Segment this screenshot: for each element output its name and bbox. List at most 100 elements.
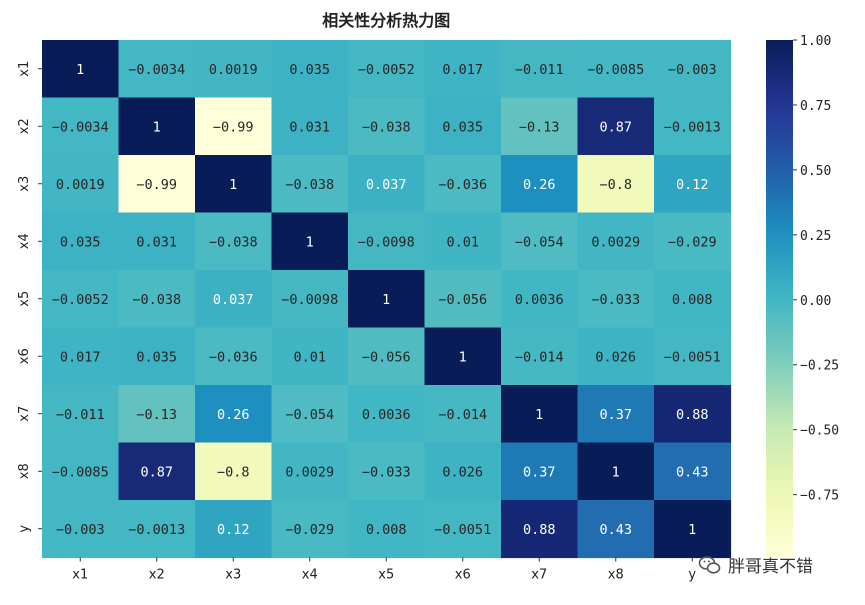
heatmap-cell — [271, 500, 349, 559]
heatmap-cell — [501, 270, 579, 329]
heatmap-cell — [577, 212, 655, 271]
heatmap-cell — [271, 155, 349, 214]
heatmap-cell — [118, 270, 196, 329]
heatmap-cell — [195, 212, 273, 271]
cell-value-label: −0.0098 — [281, 292, 338, 308]
cell-value-label: −0.003 — [56, 522, 105, 538]
heatmap-cell — [348, 155, 426, 214]
heatmap-cell — [577, 442, 655, 501]
colorbar — [766, 40, 793, 557]
cell-value-label: 0.88 — [523, 522, 556, 538]
cell-value-label: −0.029 — [285, 522, 334, 538]
heatmap-cell — [195, 155, 273, 214]
heatmap-cell — [118, 212, 196, 271]
cell-value-label: 0.037 — [366, 177, 407, 193]
cell-value-label: 1 — [535, 407, 543, 423]
cell-value-label: −0.99 — [213, 119, 254, 135]
colorbar-tick-label: 0.25 — [800, 229, 831, 244]
heatmap-cell — [501, 212, 579, 271]
heatmap-cell — [501, 385, 579, 444]
cell-value-label: 0.031 — [289, 119, 330, 135]
cell-value-label: −0.014 — [515, 349, 564, 365]
cell-value-label: −0.8 — [599, 177, 632, 193]
heatmap-cell — [42, 212, 120, 271]
heatmap-cell — [348, 500, 426, 559]
cell-value-label: 1 — [153, 119, 161, 135]
cell-value-label: 0.0029 — [591, 234, 640, 250]
cell-value-label: −0.0051 — [434, 522, 491, 538]
heatmap-cell — [424, 155, 502, 214]
cell-value-label: 0.88 — [676, 407, 709, 423]
cell-value-label: 1 — [688, 522, 696, 538]
wechat-icon — [698, 555, 721, 574]
heatmap-cell — [271, 442, 349, 501]
heatmap-cell — [654, 442, 732, 501]
watermark-text: 胖哥真不错 — [728, 557, 813, 577]
heatmap-cell — [348, 97, 426, 156]
heatmap-cell — [42, 442, 120, 501]
cell-value-label: −0.054 — [285, 407, 334, 423]
cell-value-label: 0.017 — [442, 62, 483, 78]
x-tick-label: x7 — [531, 568, 547, 583]
colorbar-tick-label: 0.50 — [800, 164, 831, 179]
cell-value-label: −0.0098 — [358, 234, 415, 250]
cell-value-label: −0.038 — [209, 234, 258, 250]
colorbar-tick-label: −0.50 — [800, 424, 839, 439]
cell-value-label: 0.37 — [599, 407, 632, 423]
heatmap-cell — [271, 327, 349, 386]
heatmap-cell — [654, 97, 732, 156]
cell-value-label: −0.036 — [438, 177, 487, 193]
x-tick-label: x3 — [225, 568, 241, 583]
heatmap-cell — [577, 155, 655, 214]
heatmap-cell — [118, 97, 196, 156]
cell-value-label: −0.014 — [438, 407, 487, 423]
colorbar-tick-label: −0.75 — [800, 489, 839, 504]
cell-value-label: −0.003 — [668, 62, 717, 78]
colorbar-tick-label: 0.75 — [800, 99, 831, 114]
x-tick-label: x8 — [608, 568, 624, 583]
cell-value-label: 1 — [382, 292, 390, 308]
x-tick-label: x2 — [149, 568, 165, 583]
cell-value-label: 0.008 — [366, 522, 407, 538]
heatmap-cell — [195, 442, 273, 501]
heatmap-cell — [195, 40, 273, 99]
heatmap-cell — [42, 500, 120, 559]
heatmap-cell — [348, 442, 426, 501]
y-tick-label: x5 — [17, 291, 32, 307]
heatmap-cell — [654, 40, 732, 99]
y-tick-label: x4 — [17, 233, 32, 249]
cell-value-label: −0.0085 — [587, 62, 644, 78]
heatmap-cell — [118, 385, 196, 444]
heatmap-cell — [348, 212, 426, 271]
heatmap-cell — [501, 327, 579, 386]
heatmap-cell — [577, 385, 655, 444]
heatmap-cell — [424, 385, 502, 444]
y-tick-label: x2 — [17, 118, 32, 134]
heatmap-cell — [501, 500, 579, 559]
heatmap-cell — [654, 155, 732, 214]
heatmap-cell — [501, 155, 579, 214]
heatmap-cell — [501, 442, 579, 501]
x-tick-label: x4 — [302, 568, 318, 583]
cell-value-label: −0.0051 — [664, 349, 721, 365]
heatmap-cell — [424, 40, 502, 99]
cell-value-label: 0.26 — [523, 177, 556, 193]
cell-value-label: −0.056 — [362, 349, 411, 365]
heatmap-cell — [424, 97, 502, 156]
cell-value-label: 1 — [229, 177, 237, 193]
cell-value-label: 0.026 — [595, 349, 636, 365]
cell-value-label: 0.017 — [60, 349, 101, 365]
cell-value-label: 0.0019 — [56, 177, 105, 193]
cell-value-label: 0.43 — [676, 464, 709, 480]
colorbar-tick-label: −0.25 — [800, 359, 839, 374]
cell-value-label: −0.0034 — [128, 62, 185, 78]
cell-value-label: −0.054 — [515, 234, 564, 250]
heatmap-cell — [42, 40, 120, 99]
cell-value-label: 0.87 — [140, 464, 173, 480]
heatmap-cell — [42, 385, 120, 444]
heatmap-cell — [577, 270, 655, 329]
cell-value-label: 0.01 — [446, 234, 479, 250]
cell-value-label: 0.035 — [289, 62, 330, 78]
cell-value-label: 0.035 — [60, 234, 101, 250]
cell-value-label: 1 — [612, 464, 620, 480]
